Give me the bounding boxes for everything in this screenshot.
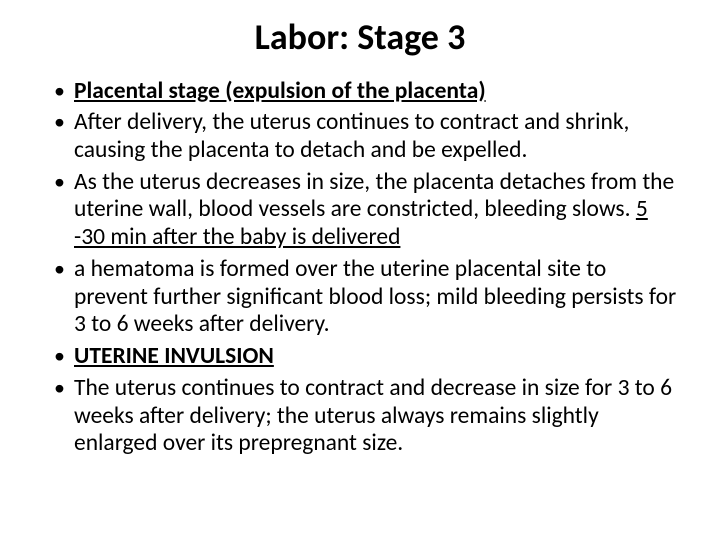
bullet-text-segment: After delivery, the uterus continues to … [74,108,629,164]
slide-title: Labor: Stage 3 [36,18,684,58]
bullet-text-segment: a hematoma is formed over the uterine pl… [74,255,676,338]
bullet-text-segment: The uterus continues to contract and dec… [74,374,672,457]
bullet-text-segment: As the uterus decreases in size, the pla… [74,168,674,224]
bullet-item: UTERINE INVULSION [54,343,684,371]
bullet-item: Placental stage (expulsion of the placen… [54,78,684,106]
bullet-item: As the uterus decreases in size, the pla… [54,169,684,252]
bullet-text-segment: Placental stage (expulsion of the placen… [74,77,486,105]
bullet-text-segment: UTERINE INVULSION [74,342,274,370]
bullet-item: The uterus continues to contract and dec… [54,375,684,458]
bullet-item: After delivery, the uterus continues to … [54,109,684,164]
slide: Labor: Stage 3 Placental stage (expulsio… [0,0,720,540]
bullet-item: a hematoma is formed over the uterine pl… [54,256,684,339]
bullet-list: Placental stage (expulsion of the placen… [36,78,684,458]
